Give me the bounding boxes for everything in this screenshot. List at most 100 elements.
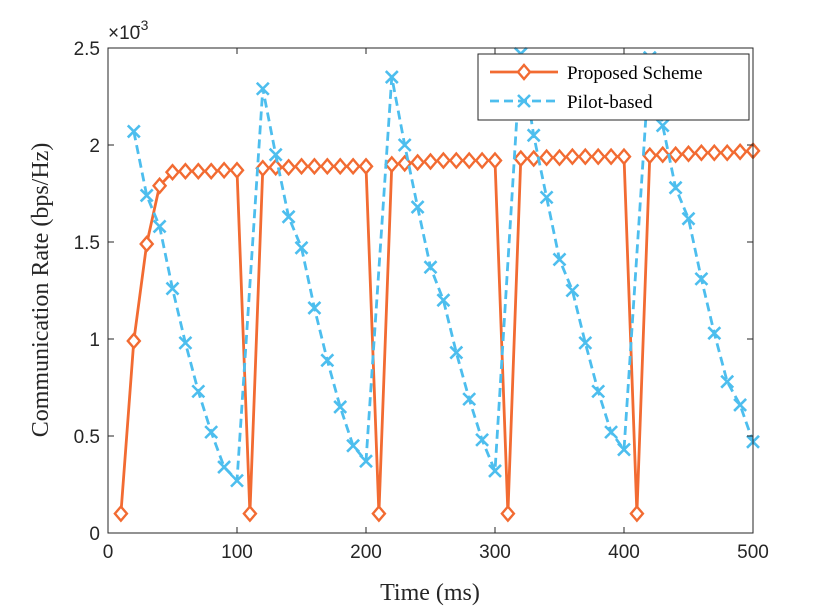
point-proposed [577,147,593,166]
point-proposed [358,157,374,176]
point-pilot [281,209,296,224]
point-pilot [617,442,631,457]
point-pilot [733,398,748,412]
y-tick-label: 2 [89,136,100,157]
point-pilot [449,345,464,360]
y-tick-label: 0.5 [74,427,100,448]
point-proposed [242,504,258,523]
legend-label-proposed: Proposed Scheme [567,63,703,84]
point-proposed [126,332,142,350]
point-proposed [500,504,516,523]
y-tick-label: 0 [89,524,100,545]
legend-entry-proposed: Proposed Scheme [490,63,703,84]
legend-marker-pilot [517,94,531,108]
point-pilot [655,118,670,133]
point-pilot [191,384,206,399]
point-proposed [642,146,658,165]
legend: Proposed Scheme Pilot-based [477,53,750,121]
point-proposed [435,151,451,170]
point-pilot [255,81,270,96]
point-proposed [306,157,322,176]
x-tick-label: 300 [479,542,511,563]
point-pilot [126,124,141,139]
point-proposed [255,159,271,178]
axes-box [107,47,754,534]
point-pilot [552,252,567,267]
point-proposed [319,157,335,176]
point-proposed [384,155,400,174]
point-pilot [565,283,580,298]
point-pilot [488,464,502,478]
legend-marker-proposed [516,63,532,81]
point-proposed [655,145,671,164]
point-proposed [487,151,503,170]
point-proposed [629,504,645,523]
x-tick-label: 200 [350,542,382,563]
point-pilot [591,384,606,399]
point-proposed [732,142,748,161]
point-proposed [539,148,555,167]
point-proposed [229,161,245,180]
point-pilot [217,460,232,474]
y-tick-label: 1 [89,330,100,351]
point-proposed [668,145,684,164]
point-proposed [603,147,619,166]
point-proposed [190,162,206,181]
point-pilot [694,271,709,286]
point-pilot [410,200,425,214]
point-proposed [526,149,542,168]
y-axis-label: Communication Rate (bps/Hz) [28,143,54,438]
legend-entry-pilot: Pilot-based [490,92,653,113]
point-proposed [616,147,632,166]
legend-label-pilot: Pilot-based [567,92,653,113]
point-proposed [139,235,155,253]
point-proposed [216,161,232,180]
point-proposed [152,176,168,195]
point-pilot [165,281,180,296]
point-pilot [578,335,593,350]
x-tick-label: 100 [221,542,253,563]
point-proposed [513,149,529,168]
point-proposed [281,158,297,177]
point-pilot [604,425,619,440]
point-pilot [707,326,722,341]
point-proposed [293,157,310,176]
point-proposed [345,157,361,176]
point-pilot [307,301,322,315]
x-tick-label: 400 [608,542,640,563]
point-pilot [346,438,361,453]
point-pilot [230,473,244,488]
point-proposed [203,162,219,181]
point-proposed [410,153,426,172]
point-proposed [693,143,709,162]
point-pilot [204,425,219,440]
x-tick-label: 500 [737,542,769,563]
point-proposed [177,162,193,181]
y-exponent-power: -3 [136,17,149,33]
point-proposed [680,144,697,163]
point-pilot [681,211,696,226]
point-proposed [448,151,464,170]
point-proposed [164,163,181,182]
point-proposed [719,143,735,162]
y-tick-label: 2.5 [74,39,100,60]
point-pilot [475,432,490,447]
series-proposed [113,141,761,523]
point-pilot [294,240,309,255]
point-proposed [706,143,722,162]
point-pilot [333,399,348,414]
point-proposed [474,151,490,170]
point-pilot [436,293,451,308]
point-pilot [178,335,193,350]
point-proposed [332,157,348,176]
point-pilot [152,219,167,234]
point-proposed [422,152,439,171]
point-pilot [462,392,477,407]
point-proposed [590,147,606,166]
point-proposed [371,504,387,523]
x-tick-label: 0 [103,542,114,563]
point-proposed [461,151,477,170]
point-pilot [139,188,154,203]
point-pilot [668,180,683,195]
